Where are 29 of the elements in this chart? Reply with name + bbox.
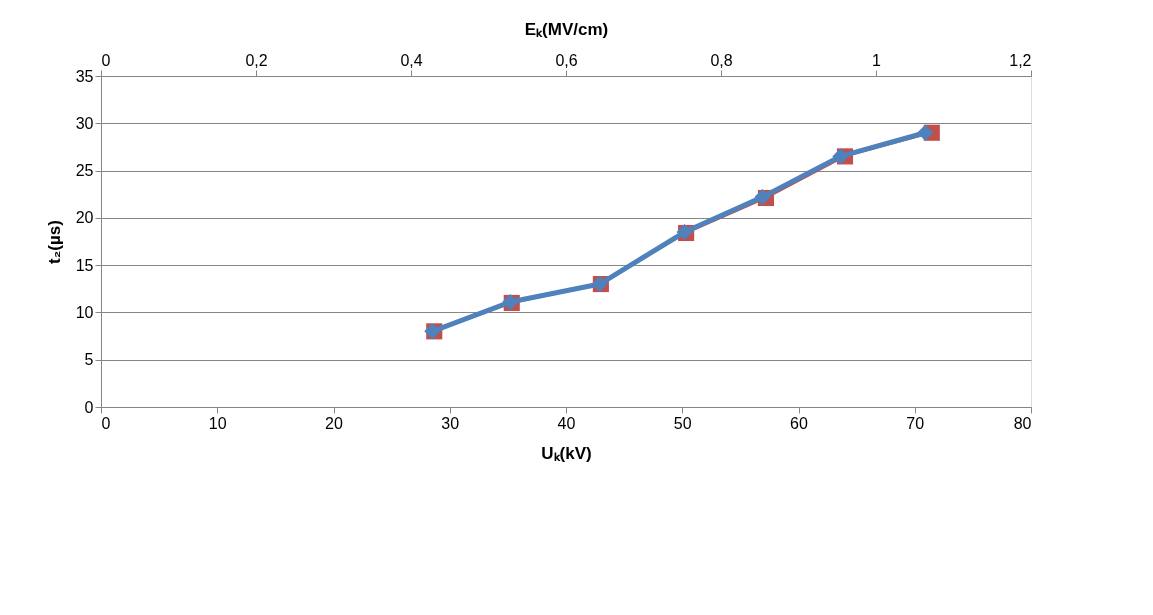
x2-tick-label: 1,2 [1009,51,1032,69]
x2-axis-title: Eₖ(MV/cm) [524,19,609,39]
y-tick-label: 10 [75,303,94,321]
x-tick-label: 40 [557,414,576,432]
x-tick-label: 70 [906,414,925,432]
x-tick-label: 10 [208,414,227,432]
x-tick-label: 30 [441,414,460,432]
x2-tick-label: 0,2 [245,51,268,69]
y-tick-label: 20 [75,209,94,227]
x2-tick-label: 0,8 [710,51,733,69]
x-tick-label: 60 [790,414,808,432]
y-tick-label: 35 [75,67,94,85]
x2-tick-label: 0,6 [555,51,578,69]
x-tick-label: 80 [1013,414,1032,432]
x-tick-label: 20 [325,414,343,432]
y-tick-label: 0 [84,398,94,416]
point [917,124,934,141]
x-tick-label: 0 [101,414,111,432]
x2-tick-label: 0 [101,51,111,69]
y-tick-label: 30 [75,114,94,132]
y-axis-title: t₂(µs) [44,220,64,264]
x2-tick-label: 1 [872,51,882,69]
y-tick-label: 15 [75,256,94,274]
y-tick-label: 25 [75,162,94,180]
y-tick-label: 5 [84,351,94,369]
x2-tick-label: 0,4 [400,51,423,69]
point [832,148,849,165]
x-axis-title: Uₖ(kV) [541,443,592,463]
x-tick-label: 50 [673,414,692,432]
